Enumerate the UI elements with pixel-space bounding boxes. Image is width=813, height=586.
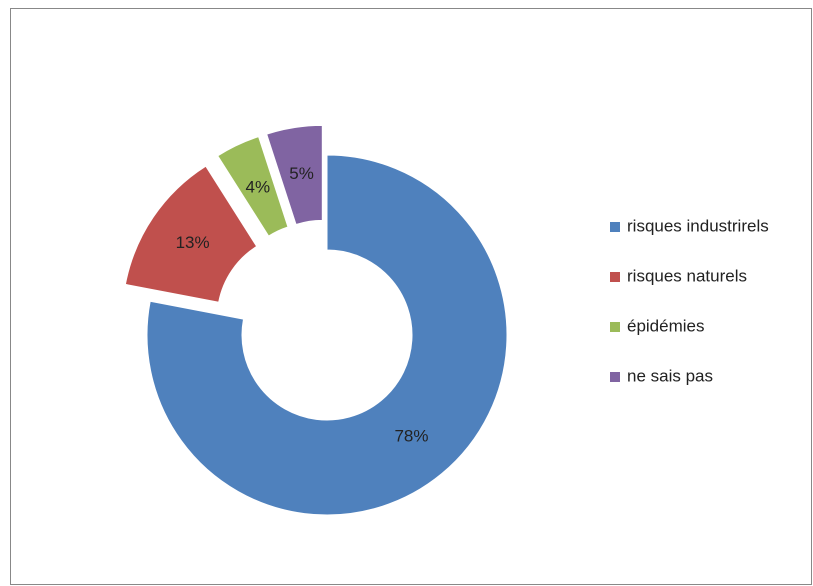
donut-segment (124, 165, 258, 303)
legend-label: risques naturels (627, 266, 747, 285)
legend-label: risques industrirels (627, 216, 769, 235)
legend-swatch (610, 222, 620, 232)
donut-segment (217, 136, 289, 237)
legend-swatch (610, 272, 620, 282)
data-label: 13% (176, 233, 210, 252)
donut-segment (266, 124, 323, 226)
donut-segment (146, 154, 508, 516)
data-label: 78% (394, 427, 428, 446)
legend-label: épidémies (627, 316, 705, 335)
legend-swatch (610, 322, 620, 332)
legend-label: ne sais pas (627, 366, 713, 385)
data-label: 4% (246, 177, 271, 196)
legend-swatch (610, 372, 620, 382)
data-label: 5% (289, 164, 314, 183)
